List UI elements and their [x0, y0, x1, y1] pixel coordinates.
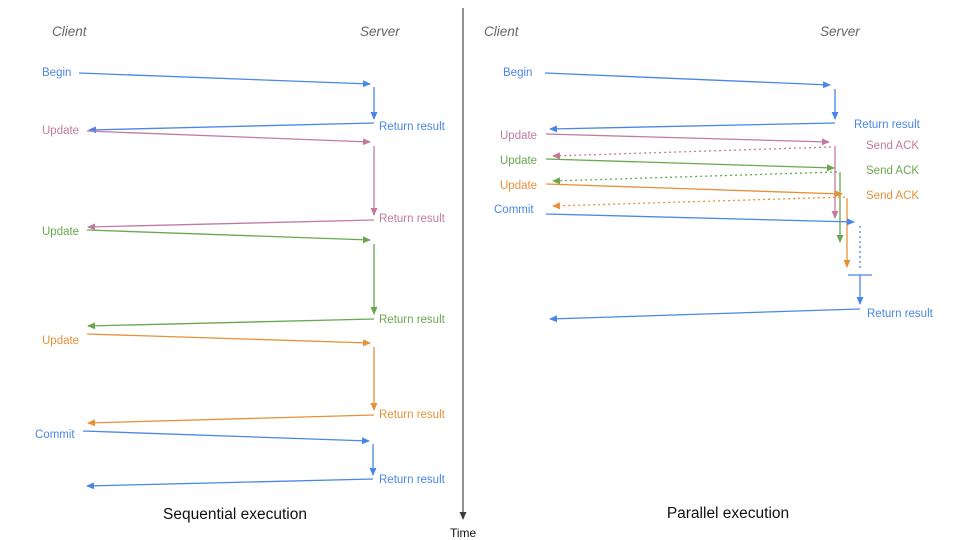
right-update3-ack-line — [552, 196, 846, 210]
right-commit-request-line — [545, 213, 855, 226]
right-update3-request-line — [545, 183, 843, 198]
left-update2-response-label: Return result — [379, 314, 446, 326]
parallel-panel: Client Server Begin Return result Update… — [484, 24, 934, 522]
right-update1-ack-label: Send ACK — [866, 140, 919, 152]
right-update3-label: Update — [500, 180, 537, 192]
left-begin-response-line — [88, 122, 375, 134]
right-begin-response-label: Return result — [854, 119, 921, 131]
right-update2-ack-label: Send ACK — [866, 165, 919, 177]
right-update1-request-line — [545, 133, 830, 146]
right-begin-response-line — [549, 122, 836, 133]
left-update1-label: Update — [42, 125, 79, 137]
left-update3-response-label: Return result — [379, 409, 446, 421]
left-update2-request-line — [86, 229, 371, 244]
left-begin-label: Begin — [42, 67, 71, 79]
left-begin-request-line — [78, 72, 371, 88]
time-axis: Time — [450, 8, 477, 540]
right-update2-request-line — [545, 158, 835, 172]
right-begin-request-line — [544, 72, 831, 89]
left-client-header: Client — [52, 24, 88, 39]
right-commit-label: Commit — [494, 204, 534, 216]
left-commit-response-label: Return result — [379, 474, 446, 486]
right-update2-label: Update — [500, 155, 537, 167]
right-client-header: Client — [484, 24, 520, 39]
left-message-update3: Update Return result — [42, 333, 446, 427]
right-message-update3: Update Send ACK — [500, 180, 919, 268]
left-update3-request-line — [86, 333, 371, 347]
right-server-header: Server — [820, 24, 860, 39]
sequential-panel: Client Server Begin Return result Update… — [35, 24, 446, 523]
left-begin-response-label: Return result — [379, 121, 446, 133]
left-message-update2: Update Return result — [42, 226, 446, 330]
right-update1-label: Update — [500, 130, 537, 142]
left-commit-label: Commit — [35, 429, 75, 441]
left-message-commit: Commit Return result — [35, 429, 446, 490]
right-caption: Parallel execution — [667, 505, 789, 522]
left-update1-response-line — [87, 219, 375, 231]
right-message-update1: Update Send ACK — [500, 130, 919, 219]
right-update3-ack-label: Send ACK — [866, 190, 919, 202]
left-update3-response-line — [87, 414, 375, 427]
left-server-header: Server — [360, 24, 400, 39]
left-commit-response-line — [86, 478, 374, 490]
right-message-commit: Commit Return result — [494, 204, 934, 323]
right-message-begin: Begin Return result — [503, 67, 921, 133]
left-update2-response-line — [87, 318, 375, 330]
right-commit-response-label: Return result — [867, 308, 934, 320]
right-commit-response-line — [549, 308, 861, 323]
right-begin-label: Begin — [503, 67, 532, 79]
right-message-update2: Update Send ACK — [500, 155, 919, 243]
left-commit-request-line — [82, 430, 370, 445]
left-caption: Sequential execution — [163, 506, 307, 523]
right-update1-ack-line — [552, 146, 832, 160]
left-update1-request-line — [86, 130, 371, 146]
left-update2-label: Update — [42, 226, 79, 238]
right-update2-ack-line — [552, 171, 838, 185]
time-axis-label: Time — [450, 526, 477, 540]
left-update3-label: Update — [42, 335, 79, 347]
left-message-update1: Update Return result — [42, 125, 446, 231]
left-update1-response-label: Return result — [379, 213, 446, 225]
left-message-begin: Begin Return result — [42, 67, 446, 134]
